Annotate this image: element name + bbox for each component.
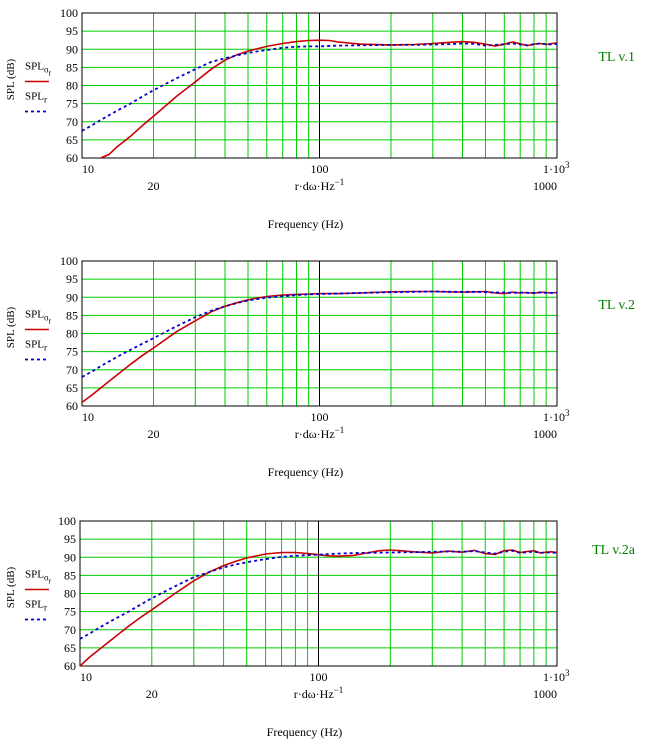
x-tick-label: 10 [82,410,94,424]
series-spl-o-r [80,549,557,666]
y-tick-label: 60 [64,659,76,673]
y-tick-label: 80 [66,79,78,93]
y-tick-label: 95 [66,24,78,38]
x-tick-label: 20 [147,179,159,193]
legend-label: SPLr [25,599,47,613]
x-tick-label: 1·103 [543,160,570,176]
x-expression: r·dω·Hz−1 [294,685,343,701]
x-tick-label: 10 [82,162,94,176]
y-tick-label: 95 [66,272,78,286]
y-tick-label: 80 [64,587,76,601]
plot-frame [81,260,558,407]
y-tick-label: 90 [64,550,76,564]
x-tick-label: 1000 [533,179,557,193]
y-tick-label: 65 [66,133,78,147]
panel-label: TL v.1 [598,50,635,65]
y-tick-label: 85 [66,60,78,74]
x-tick-label: 1000 [533,427,557,441]
chart-panel-2: 60 65 70 75 80 85 90 95 100 10 100 1·103 20 1000 r·dω·… [5,254,635,479]
y-tick-label: 65 [66,381,78,395]
y-tick-label: 90 [66,290,78,304]
y-tick-label: 100 [58,514,76,528]
series-spl-r [82,42,557,132]
series-spl-r [82,290,557,378]
x-axis-label: Frequency (Hz) [267,725,343,739]
x-axis-label: Frequency (Hz) [268,465,344,479]
plot-frame [81,12,558,159]
legend-label: SPLor [25,309,51,326]
y-tick-label: 70 [64,623,76,637]
y-tick-label: 65 [64,641,76,655]
y-tick-label: 95 [64,532,76,546]
x-tick-label: 10 [80,670,92,684]
y-tick-label: 60 [66,151,78,165]
y-tick-label: 75 [66,345,78,359]
y-tick-label: 60 [66,399,78,413]
x-tick-label: 1000 [533,687,557,701]
series-spl-o-r [99,39,557,158]
y-tick-label: 75 [64,605,76,619]
y-axis-label: SPL (dB) [5,58,17,100]
x-tick-label: 1·103 [543,408,570,424]
chart-panel-1: 60 65 70 75 80 85 90 95 100 10 100 1·103 20 1000 r·dω·… [5,6,635,231]
y-tick-label: 85 [66,308,78,322]
series-spl-r [80,549,557,640]
x-tick-label: 20 [146,687,158,701]
legend-label: SPLor [25,569,51,586]
y-tick-label: 100 [60,254,78,268]
chart-panel-3: 60 65 70 75 80 85 90 95 100 10 100 1·103 20 1000 r·dω·… [5,514,636,739]
panel-label: TL v.2 [598,298,635,313]
legend-label: SPLor [25,61,51,78]
x-tick-label: 100 [311,410,329,424]
x-tick-label: 100 [310,670,328,684]
legend-label: SPLr [25,339,47,353]
x-expression: r·dω·Hz−1 [295,425,344,441]
y-tick-label: 90 [66,42,78,56]
y-tick-label: 100 [60,6,78,20]
y-tick-label: 70 [66,115,78,129]
x-tick-label: 100 [311,162,329,176]
x-axis-label: Frequency (Hz) [268,217,344,231]
plot-frame [79,520,558,667]
x-tick-label: 1·103 [543,668,570,684]
y-tick-label: 85 [64,568,76,582]
y-tick-label: 80 [66,327,78,341]
panel-label: TL v.2a [592,543,636,558]
y-tick-label: 75 [66,97,78,111]
legend-label: SPLr [25,91,47,105]
y-axis-label: SPL (dB) [5,566,17,608]
series-spl-o-r [82,290,557,404]
y-tick-label: 70 [66,363,78,377]
y-axis-label: SPL (dB) [5,306,17,348]
x-expression: r·dω·Hz−1 [295,177,344,193]
x-tick-label: 20 [147,427,159,441]
